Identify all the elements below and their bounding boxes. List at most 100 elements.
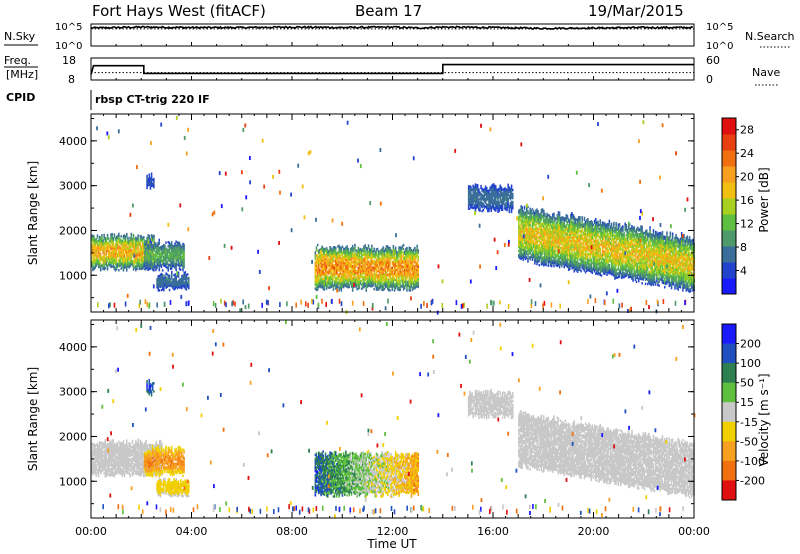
power-cell [156,254,158,258]
power-cell [181,276,183,280]
power-cell [322,279,325,283]
power-cell [349,278,352,281]
power-cell [152,259,155,262]
power-cell [104,248,107,252]
power-cell [150,238,153,241]
power-cell [332,274,335,277]
power-cell [319,258,321,262]
power-cell [118,248,120,252]
power-cell [144,247,147,251]
power-cell [149,259,151,262]
power-cell [129,242,131,246]
power-cell [143,260,146,264]
power-cell [132,264,135,267]
power-cell [164,248,166,251]
power-cell [324,284,327,287]
power-cell [135,269,137,272]
power-cell [345,254,347,258]
power-cell [160,278,163,282]
power-cell [183,277,186,281]
power-cell [130,259,133,262]
power-cell [330,273,332,277]
power-cell [320,257,322,261]
power-cell [143,250,146,253]
power-cell [146,264,148,267]
power-cell [159,281,162,285]
power-cell [417,251,420,254]
power-cell [181,252,183,255]
power-cell [119,248,121,251]
power-cell [347,266,349,269]
power-cell [314,281,317,284]
power-cell [110,259,112,263]
power-cell [128,243,130,247]
power-cell [335,281,337,284]
power-cell [172,246,174,250]
power-cell [164,284,166,287]
power-cell [96,244,99,247]
power-cell [331,258,334,262]
power-cell [167,278,170,281]
power-cell [127,254,129,258]
power-cell [173,288,175,291]
power-cell [146,266,148,269]
power-cell [149,185,152,188]
power-cell [314,251,317,254]
power-cell [124,263,127,267]
power-cell [335,248,337,252]
power-cell [329,251,331,255]
power-cell [98,243,101,247]
power-cell [346,253,348,256]
power-cell [318,249,320,252]
power-cell [340,279,343,282]
power-cell [346,263,348,266]
power-cell [338,275,340,278]
power-cell [323,258,326,261]
power-cell [178,265,181,269]
power-cell [104,236,107,240]
power-cell [321,245,323,249]
power-cell [165,249,167,252]
power-cell [558,211,561,214]
power-cell [173,257,175,260]
power-cell [100,267,102,270]
power-cell [341,267,344,271]
power-cell [417,275,420,279]
power-cell [91,236,93,240]
power-cell [105,244,108,247]
power-cell [134,260,136,263]
power-cell [319,262,321,266]
power-cell [350,283,353,286]
power-cell [318,271,320,275]
power-cell [327,261,329,264]
power-cell [96,248,99,251]
power-cell [106,268,109,271]
power-cell [121,241,124,245]
power-cell [180,286,182,289]
power-cell [137,254,139,257]
power-cell [127,260,129,264]
power-cell [105,252,108,255]
power-cell [121,243,124,247]
power-cell [95,258,98,261]
power-cell [100,236,102,240]
power-cell [149,265,151,268]
power-cell [328,280,330,283]
power-cell [149,247,151,250]
power-cell [124,257,127,261]
power-cell [158,277,161,280]
power-cell [164,282,166,285]
power-cell [108,263,110,267]
power-cell [93,265,95,269]
power-cell [113,259,116,263]
power-cell [166,256,168,259]
power-cell [132,235,135,239]
power-cell [113,235,116,238]
power-cell [137,236,139,239]
power-cell [136,237,138,240]
power-cell [153,238,155,242]
power-cell [150,253,153,256]
power-cell [185,288,188,291]
power-cell [158,254,161,258]
power-cell [147,177,149,181]
